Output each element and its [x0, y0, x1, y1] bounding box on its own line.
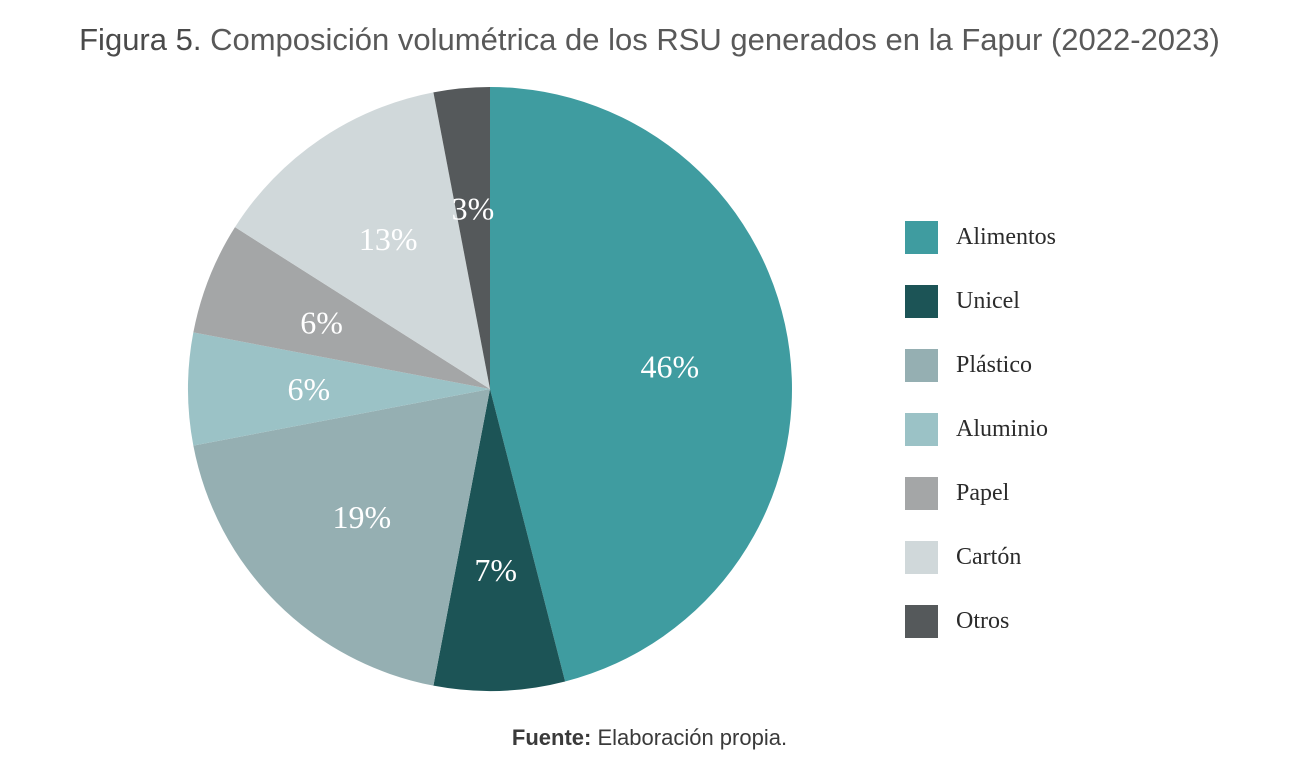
- pie-slice-papel: [193, 227, 490, 389]
- legend-item-plastico: Plástico: [905, 333, 1056, 397]
- source-text: Elaboración propia.: [597, 725, 788, 750]
- legend-label-aluminio: Aluminio: [956, 415, 1049, 442]
- slice-label-otros: 3%: [452, 191, 495, 227]
- legend-label-unicel: Unicel: [956, 287, 1020, 314]
- pie-slice-alimentos: [490, 87, 792, 682]
- pie-slices: [188, 87, 792, 691]
- slice-label-alimentos: 46%: [640, 348, 699, 384]
- slice-label-aluminio: 6%: [287, 371, 330, 407]
- legend-label-plastico: Plástico: [956, 351, 1032, 378]
- legend-swatch-carton: [905, 540, 938, 574]
- pie-slice-labels: 46% 7% 19% 6% 6% 13% 3%: [287, 191, 699, 589]
- legend-swatch-otros: [905, 604, 938, 638]
- pie-slice-plastico: [193, 389, 490, 686]
- legend-swatch-plastico: [905, 348, 938, 382]
- legend-label-otros: Otros: [956, 607, 1010, 634]
- slice-label-unicel: 7%: [474, 552, 517, 588]
- chart-title: Figura 5. Composición volumétrica de los…: [0, 22, 1299, 58]
- legend-item-carton: Cartón: [905, 525, 1056, 589]
- figure-caption: Composición volumétrica de los RSU gener…: [210, 22, 1220, 57]
- figure-number: Figura 5.: [79, 22, 202, 57]
- legend-swatch-unicel: [905, 284, 938, 318]
- slice-label-carton: 13%: [359, 221, 418, 257]
- legend-item-otros: Otros: [905, 589, 1056, 653]
- legend-item-papel: Papel: [905, 461, 1056, 525]
- legend-label-carton: Cartón: [956, 543, 1022, 570]
- legend-swatch-aluminio: [905, 412, 938, 446]
- legend-item-aluminio: Aluminio: [905, 397, 1056, 461]
- pie-slice-carton: [235, 92, 490, 389]
- legend-swatch-papel: [905, 476, 938, 510]
- chart-source: Fuente: Elaboración propia.: [0, 725, 1299, 751]
- slice-label-plastico: 19%: [333, 499, 392, 535]
- legend-item-alimentos: Alimentos: [905, 205, 1056, 269]
- pie-slice-aluminio: [188, 332, 490, 446]
- chart-legend: Alimentos Unicel Plástico Aluminio Papel Cart…: [905, 205, 1056, 653]
- pie-slice-unicel: [433, 389, 566, 691]
- legend-item-unicel: Unicel: [905, 269, 1056, 333]
- legend-label-papel: Papel: [956, 479, 1010, 506]
- source-lead: Fuente:: [511, 725, 592, 750]
- legend-swatch-alimentos: [905, 220, 938, 254]
- legend-label-alimentos: Alimentos: [956, 223, 1056, 250]
- slice-label-papel: 6%: [300, 304, 343, 340]
- pie-slice-otros: [433, 87, 490, 389]
